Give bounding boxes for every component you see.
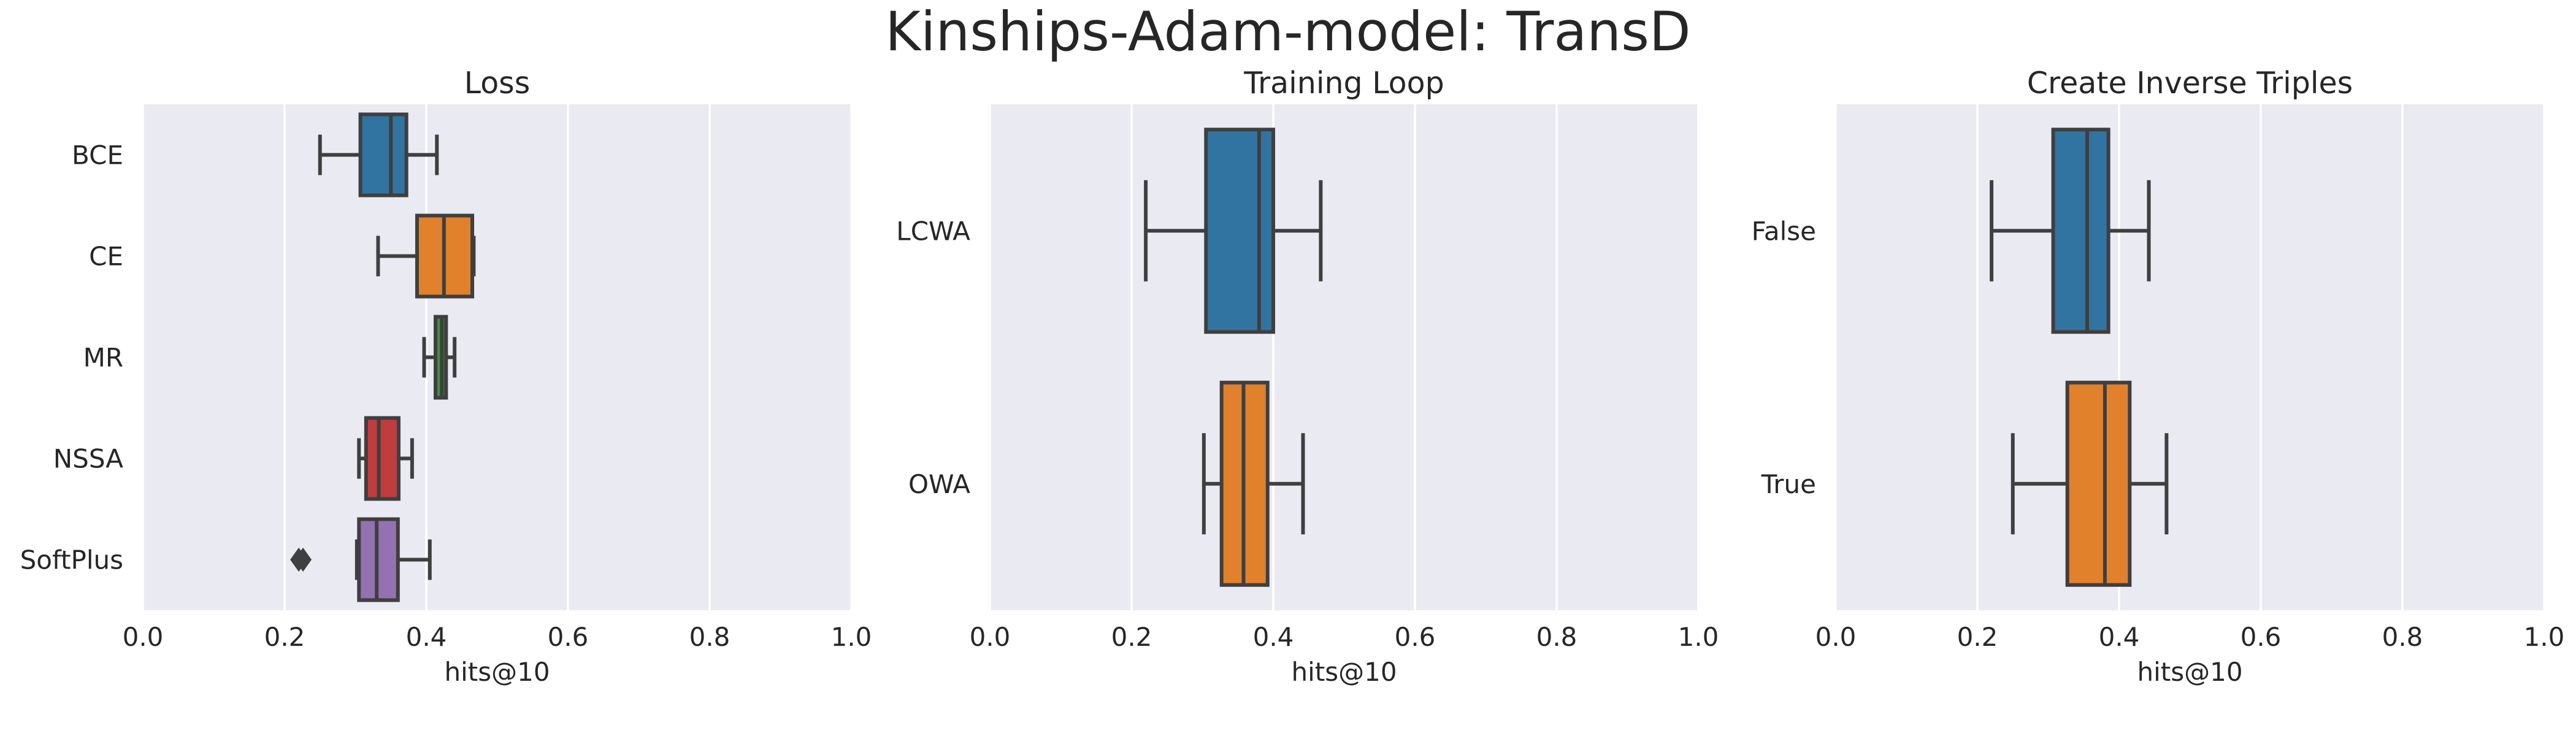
subplot-title: Training Loop [1243, 66, 1444, 101]
x-tick-label: 0.8 [689, 622, 730, 652]
outlier-point [294, 547, 312, 572]
x-tick-label: 0.2 [1111, 622, 1152, 652]
box-nssa: NSSA [53, 416, 414, 501]
plot-area [990, 104, 1698, 610]
x-tick-label: 0.4 [406, 622, 447, 652]
box-false: False [1752, 128, 2151, 334]
x-tick-label: 0.0 [123, 622, 164, 652]
x-tick-label: 0.2 [1957, 622, 1998, 652]
x-tick-label: 1.0 [2524, 622, 2565, 652]
x-tick-label: 0.4 [2099, 622, 2140, 652]
box-ce: CE [89, 213, 476, 299]
y-tick-label: CE [89, 242, 123, 272]
x-tick-label: 0.2 [264, 622, 305, 652]
x-tick-label: 1.0 [1678, 622, 1719, 652]
panel-1: 0.0 0.2 0.4 0.6 0.8 1.0 Loss hits@10 BCE CE MR NSSA… [20, 66, 872, 687]
box-iqr [2065, 380, 2132, 587]
x-axis-label: hits@10 [444, 657, 550, 687]
box-softplus: SoftPlus [20, 517, 432, 602]
x-tick-label: 0.8 [1536, 622, 1577, 652]
box-lcwa: LCWA [896, 128, 1323, 334]
y-tick-label: SoftPlus [20, 545, 123, 575]
box-iqr [358, 112, 408, 197]
box-iqr [364, 416, 401, 501]
subplots: 0.0 0.2 0.4 0.6 0.8 1.0 Loss hits@10 BCE CE MR NSSA… [20, 66, 2565, 687]
x-tick-label: 0.8 [2382, 622, 2423, 652]
x-tick-label: 0.0 [970, 622, 1011, 652]
x-tick-label: 0.6 [1395, 622, 1436, 652]
box-bce: BCE [72, 112, 439, 197]
x-tick-label: 0.6 [2241, 622, 2282, 652]
y-tick-label: BCE [72, 140, 123, 171]
y-tick-label: LCWA [896, 216, 970, 246]
box-true: True [1761, 380, 2169, 587]
y-tick-label: MR [83, 343, 123, 373]
x-axis-label: hits@10 [1291, 657, 1397, 687]
x-tick-label: 0.6 [548, 622, 589, 652]
figure-title: Kinships-Adam-model: TransD [885, 0, 1690, 63]
plot-area [1836, 104, 2544, 610]
y-tick-label: OWA [908, 469, 970, 499]
y-tick-label: True [1761, 469, 1816, 499]
panel-2: 0.0 0.2 0.4 0.6 0.8 1.0 Training Loop hits@10 LC… [896, 66, 1719, 687]
subplot-title: Loss [464, 66, 530, 101]
panel-3: 0.0 0.2 0.4 0.6 0.8 1.0 Create Inverse Triples… [1752, 66, 2565, 687]
x-tick-label: 0.4 [1253, 622, 1294, 652]
y-tick-label: False [1752, 216, 1816, 246]
box-owa: OWA [908, 380, 1305, 587]
box-iqr [2051, 128, 2110, 334]
y-tick-label: NSSA [53, 444, 124, 474]
x-tick-label: 0.0 [1815, 622, 1857, 652]
subplot-title: Create Inverse Triples [2027, 66, 2353, 101]
box-iqr [1204, 128, 1276, 334]
x-axis-label: hits@10 [2137, 657, 2242, 687]
plot-area [143, 104, 851, 610]
box-mr: MR [83, 315, 457, 400]
x-tick-label: 1.0 [831, 622, 872, 652]
